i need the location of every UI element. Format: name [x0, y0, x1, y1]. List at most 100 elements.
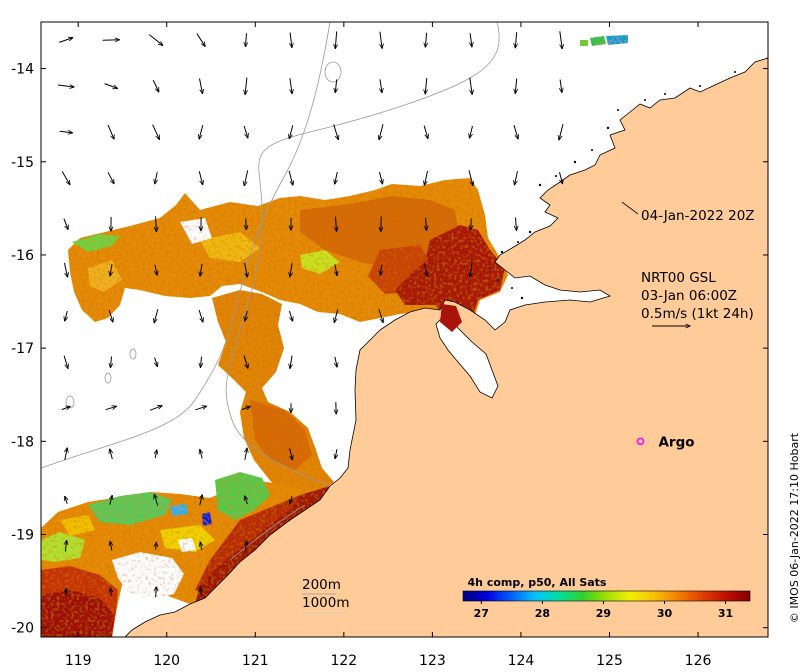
current-time-label: 03-Jan 06:00Z — [641, 288, 737, 304]
sst-patch — [250, 400, 312, 470]
current-arrow — [378, 309, 383, 322]
current-arrow — [200, 587, 201, 597]
current-arrow — [470, 262, 472, 277]
current-arrow — [288, 310, 292, 321]
current-arrow — [380, 31, 382, 49]
current-arrow — [560, 31, 562, 48]
colorbar-tick-label: 30 — [657, 607, 673, 620]
current-arrow — [425, 78, 427, 94]
x-tick-label: 120 — [153, 653, 180, 669]
current-arrow — [59, 38, 73, 43]
current-arrow — [110, 264, 112, 276]
current-vectors — [57, 31, 564, 598]
current-model-label: NRT00 GSL — [641, 270, 716, 286]
current-arrow — [333, 124, 339, 139]
current-arrow — [335, 31, 336, 48]
current-arrow — [515, 32, 516, 48]
contour-200m-line — [229, 504, 306, 561]
sst-patch — [202, 512, 212, 526]
current-arrow — [154, 494, 159, 506]
colorbar — [462, 590, 751, 602]
current-scale-label: 0.5m/s (1kt 24h) — [641, 306, 754, 322]
current-arrow — [336, 216, 337, 232]
current-arrow — [246, 218, 247, 229]
current-arrow — [200, 542, 201, 550]
current-arrow — [515, 78, 516, 94]
current-arrow — [110, 449, 113, 460]
coastal-islands — [489, 71, 736, 300]
current-arrow — [200, 450, 202, 459]
colorbar-tick-label: 28 — [535, 607, 550, 620]
current-arrow — [560, 79, 562, 93]
bathymetry-contours — [41, 22, 500, 561]
colorbar-tick-label: 27 — [474, 607, 489, 620]
current-arrow — [245, 496, 248, 505]
current-arrow — [148, 34, 162, 46]
current-arrow — [559, 172, 563, 183]
island-outline — [324, 61, 342, 83]
current-arrow — [515, 171, 518, 185]
inlet-water — [435, 311, 499, 399]
current-arrow — [426, 217, 427, 231]
current-arrow — [335, 356, 337, 367]
current-arrow — [156, 216, 157, 231]
y-tick-label: -14 — [11, 62, 34, 78]
current-arrow — [201, 356, 202, 368]
current-arrow — [290, 448, 293, 460]
current-arrow — [423, 125, 428, 139]
y-tick-label: -15 — [11, 155, 34, 171]
no-data-gap — [178, 538, 196, 552]
current-arrow — [243, 125, 248, 138]
current-arrow — [65, 540, 66, 552]
current-arrow — [288, 170, 293, 185]
current-arrow — [63, 218, 68, 230]
contour-1000m-line — [41, 22, 331, 469]
y-tick-label: -18 — [11, 434, 34, 450]
current-arrow — [104, 83, 118, 89]
island-outline — [129, 348, 137, 360]
current-arrow — [61, 406, 70, 409]
sst-patch — [300, 250, 340, 274]
contour-label-200m: 200m — [302, 577, 341, 593]
current-arrow — [335, 171, 338, 184]
current-arrow — [199, 124, 204, 139]
current-arrow — [470, 33, 472, 47]
credit-text: © IMOS 06-Jan-2022 17:10 Hobart — [788, 432, 801, 623]
current-arrow — [516, 217, 517, 231]
sst-patch — [41, 532, 85, 562]
current-arrow — [198, 171, 202, 184]
valid-time-label: 04-Jan-2022 20Z — [641, 208, 755, 224]
current-arrow — [244, 170, 249, 185]
sst-patch — [395, 225, 505, 330]
axis-ticks — [41, 22, 768, 637]
current-arrow — [200, 263, 202, 276]
x-tick-label: 124 — [508, 653, 535, 669]
current-arrow — [290, 355, 292, 369]
current-arrow — [559, 123, 564, 140]
colorbar-title: 4h comp, p50, All Sats — [468, 576, 607, 589]
no-data-gap — [180, 218, 212, 244]
current-arrow — [63, 355, 68, 369]
x-tick-label: 121 — [242, 653, 269, 669]
current-arrow — [155, 357, 158, 367]
contour-200m-line — [225, 22, 500, 487]
current-arrow — [379, 124, 384, 139]
current-arrow — [198, 309, 203, 322]
current-arrow — [290, 263, 292, 277]
current-arrow — [156, 587, 157, 598]
current-arrow — [379, 171, 383, 184]
colorbar-tick-label: 29 — [596, 607, 611, 620]
colorbar-tick-label: 31 — [718, 607, 733, 620]
x-tick-label: 126 — [685, 653, 712, 669]
sst-patch — [215, 472, 270, 520]
current-arrow — [513, 124, 518, 139]
argo-label: Argo — [658, 434, 694, 450]
contour-label-1000m: 1000m — [302, 595, 350, 611]
current-arrow — [335, 79, 336, 92]
current-arrow — [65, 496, 67, 504]
sst-patch — [440, 304, 462, 332]
sst-patch — [580, 40, 588, 46]
x-tick-label: 125 — [596, 653, 623, 669]
sst-patch — [41, 590, 114, 637]
